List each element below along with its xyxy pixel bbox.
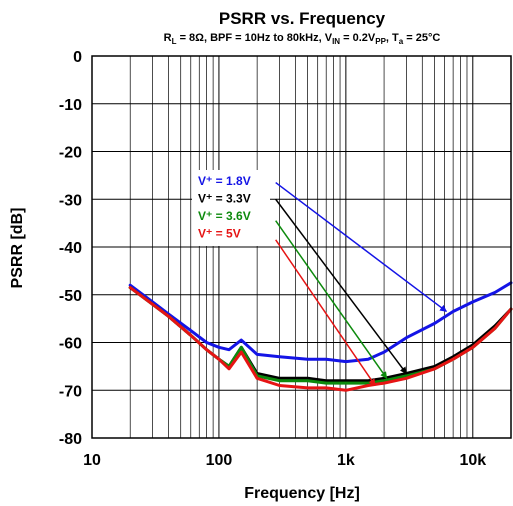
annotation-arrows xyxy=(276,183,447,386)
y-tick-label: -50 xyxy=(59,288,82,305)
legend-entry-4: V⁺ = 5V xyxy=(198,227,241,241)
legend-entry-1: V⁺ = 1.8V xyxy=(198,174,251,188)
annotation-arrow-3 xyxy=(276,221,387,379)
series-line-3 xyxy=(130,288,511,384)
y-tick-label: -30 xyxy=(59,192,82,209)
x-tick-label: 1k xyxy=(337,452,355,469)
x-tick-labels: 10 100 1k 10k xyxy=(83,452,486,469)
y-tick-labels: 0 -10 -20 -30 -40 -50 -60 -70 -80 xyxy=(59,49,82,448)
y-axis-label: PSRR [dB] xyxy=(9,208,26,289)
x-axis-label: Frequency [Hz] xyxy=(244,485,360,502)
legend: V⁺ = 1.8V V⁺ = 3.3V V⁺ = 3.6V V⁺ = 5V xyxy=(192,170,270,246)
y-tick-label: -80 xyxy=(59,431,82,448)
legend-entry-2: V⁺ = 3.3V xyxy=(198,192,251,206)
x-tick-label: 100 xyxy=(206,452,233,469)
y-tick-label: -70 xyxy=(59,383,82,400)
x-tick-label: 10k xyxy=(459,452,486,469)
y-tick-label: -40 xyxy=(59,240,82,257)
series-layer xyxy=(130,283,511,391)
series-line-4 xyxy=(130,288,511,391)
legend-entry-3: V⁺ = 3.6V xyxy=(198,209,251,223)
y-tick-label: -20 xyxy=(59,145,82,162)
chart-title: PSRR vs. Frequency xyxy=(219,9,386,28)
x-tick-label: 10 xyxy=(83,452,101,469)
y-tick-label: -60 xyxy=(59,336,82,353)
y-tick-label: 0 xyxy=(73,49,82,66)
y-tick-label: -10 xyxy=(59,97,82,114)
chart-subtitle: RL = 8Ω, BPF = 10Hz to 80kHz, VIN = 0.2V… xyxy=(164,32,441,46)
